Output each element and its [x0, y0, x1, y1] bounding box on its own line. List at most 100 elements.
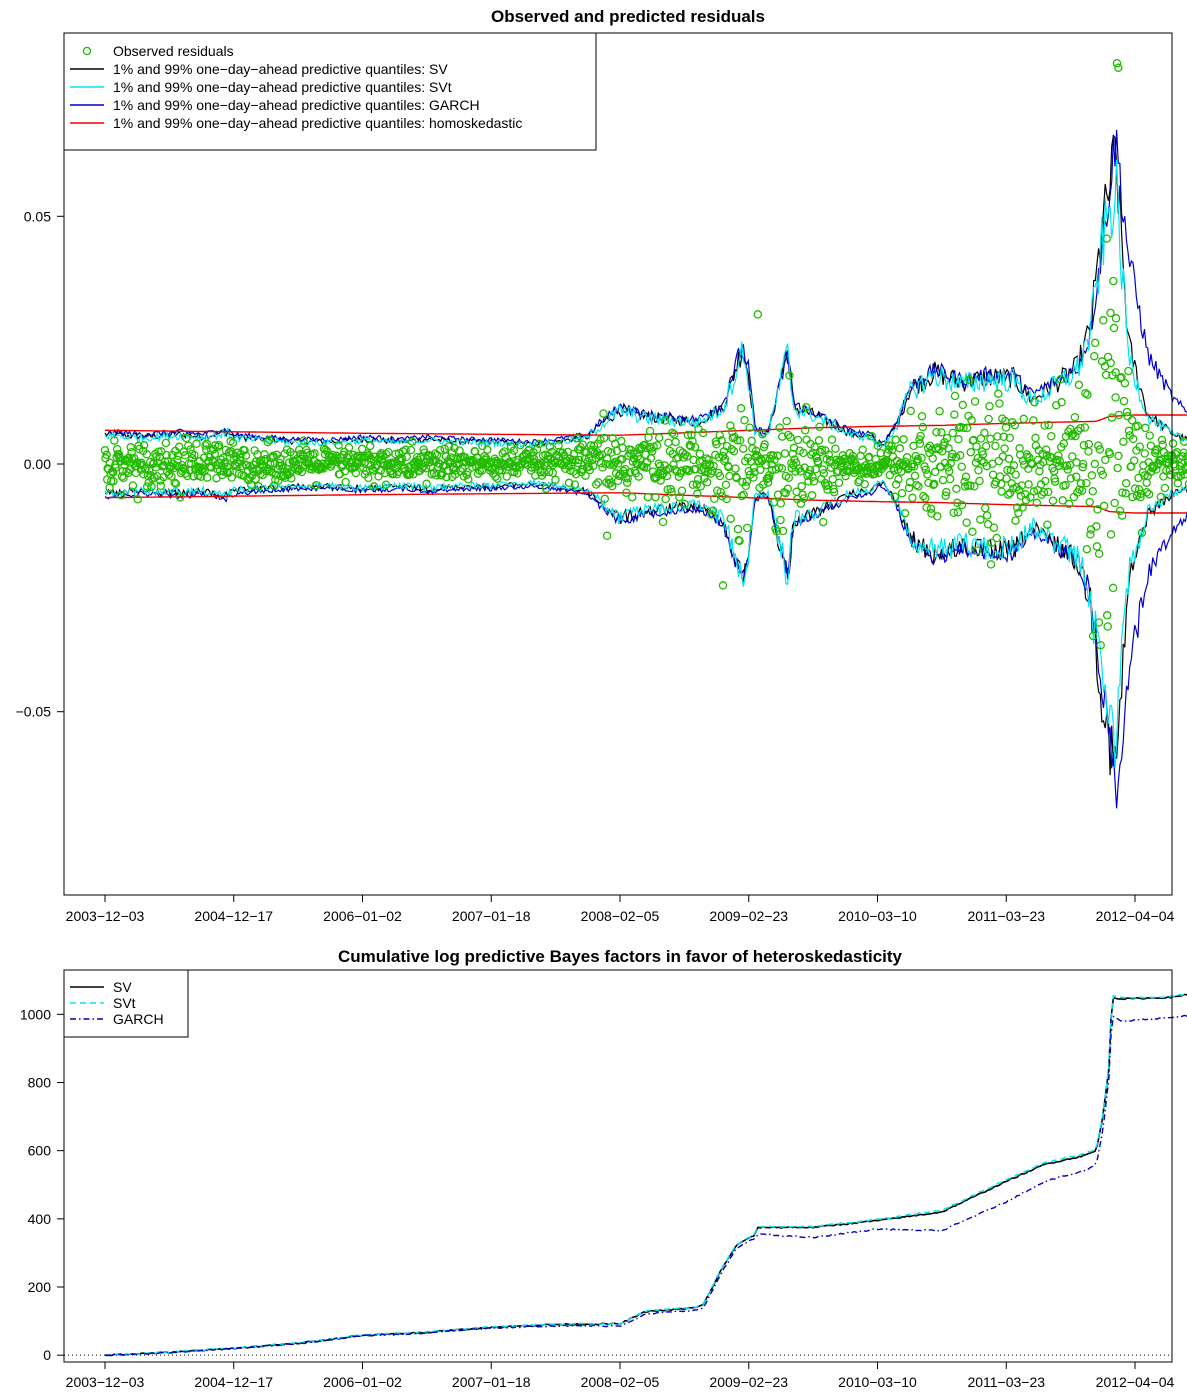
observed-point: [1103, 622, 1112, 631]
observed-point: [1011, 470, 1020, 479]
observed-point: [1030, 397, 1039, 407]
observed-point: [817, 445, 827, 455]
observed-point: [798, 490, 807, 500]
observed-point: [1157, 435, 1167, 445]
observed-point: [747, 436, 756, 446]
observed-point: [1166, 452, 1176, 461]
observed-point: [1029, 416, 1038, 425]
observed-point: [1041, 476, 1050, 486]
observed-point: [954, 435, 963, 444]
observed-point: [375, 450, 385, 459]
observed-point: [970, 397, 980, 406]
observed-point: [831, 444, 840, 453]
observed-point: [111, 463, 120, 472]
observed-point: [672, 467, 682, 476]
observed-point: [683, 430, 693, 440]
observed-point: [991, 477, 1001, 487]
observed-point: [592, 480, 601, 489]
observed-point: [834, 478, 844, 488]
observed-point: [1108, 583, 1118, 593]
observed-point: [735, 436, 745, 445]
observed-point: [783, 484, 793, 494]
observed-point: [731, 464, 740, 473]
observed-point: [574, 455, 584, 465]
observed-point: [736, 404, 746, 413]
observed-point: [1084, 447, 1093, 456]
observed-point: [1111, 314, 1121, 323]
observed-point: [793, 435, 803, 445]
observed-point: [447, 448, 457, 457]
observed-point: [906, 406, 915, 416]
observed-point: [1173, 479, 1183, 488]
observed-point: [1102, 234, 1111, 243]
observed-point: [1183, 451, 1187, 461]
observed-point: [695, 449, 705, 459]
observed-point: [583, 457, 592, 467]
observed-point: [222, 467, 231, 477]
observed-point: [654, 433, 664, 442]
observed-point: [1117, 511, 1127, 520]
observed-point: [1100, 455, 1110, 465]
observed-point: [1076, 423, 1085, 433]
observed-point: [687, 430, 696, 440]
observed-point: [848, 451, 857, 461]
observed-point: [1031, 433, 1040, 443]
observed-point: [1090, 351, 1099, 361]
observed-point: [778, 526, 788, 536]
observed-point: [1178, 452, 1187, 461]
observed-point: [929, 479, 939, 489]
observed-point: [502, 472, 512, 481]
observed-point: [727, 444, 736, 454]
observed-point: [829, 487, 839, 497]
plot-area-bayes: [64, 992, 1187, 1357]
observed-point: [984, 414, 993, 424]
observed-point: [968, 527, 977, 537]
observed-point: [788, 449, 797, 459]
observed-point: [1062, 461, 1072, 470]
observed-point: [665, 446, 675, 456]
observed-point: [493, 474, 502, 483]
observed-point: [972, 442, 981, 451]
observed-point: [1038, 457, 1048, 467]
observed-point: [721, 480, 731, 490]
observed-point: [133, 458, 142, 467]
observed-point: [1134, 485, 1144, 494]
observed-point: [609, 459, 619, 468]
observed-point: [406, 445, 416, 455]
panel-residuals: Observed and predicted residuals −0.05 0.…: [16, 7, 1187, 924]
observed-point: [873, 441, 883, 451]
observed-point: [800, 426, 810, 435]
observed-point: [1078, 462, 1087, 472]
x-tick-label: 2004−12−17: [194, 908, 273, 924]
observed-point: [708, 506, 718, 516]
observed-point: [1160, 483, 1170, 493]
observed-point: [782, 416, 791, 426]
observed-point: [635, 455, 645, 464]
observed-point: [720, 454, 730, 464]
observed-point: [142, 450, 152, 459]
observed-point: [364, 473, 373, 483]
observed-point: [926, 504, 936, 513]
observed-point: [589, 461, 598, 471]
observed-point: [1024, 480, 1033, 489]
observed-point: [1184, 457, 1187, 466]
observed-point: [1105, 449, 1115, 459]
observed-point: [110, 436, 119, 445]
observed-point: [910, 471, 920, 481]
observed-point: [1082, 544, 1092, 554]
observed-point: [957, 500, 967, 510]
observed-point: [669, 430, 679, 439]
observed-point: [733, 524, 743, 534]
observed-point: [525, 454, 535, 464]
observed-point: [183, 471, 192, 481]
observed-point: [176, 493, 185, 502]
observed-point: [894, 474, 903, 484]
observed-point: [344, 443, 354, 452]
observed-point: [923, 443, 933, 453]
observed-point: [133, 495, 142, 504]
observed-point: [989, 523, 999, 532]
observed-point: [709, 461, 718, 471]
observed-point: [715, 471, 725, 481]
observed-point: [1168, 439, 1178, 448]
observed-point: [503, 462, 512, 471]
